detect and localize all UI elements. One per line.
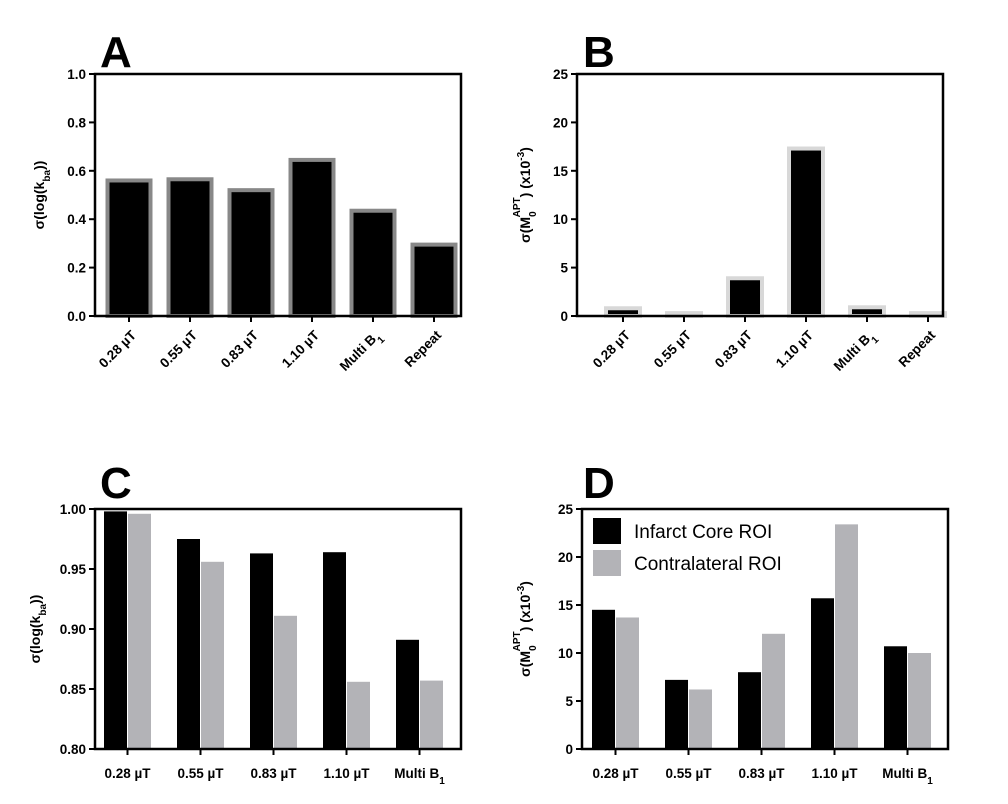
x-tick-label: 1.10 µT [773,327,817,371]
y-tick-label: 5 [565,694,573,709]
x-tick-label: 0.55 µT [665,766,712,781]
plot-frame [93,507,463,751]
y-tick-label: 20 [553,115,568,130]
x-tick-label: 0.83 µT [250,766,297,781]
y-tick-label: 5 [560,261,568,276]
y-axis-label: σ(log(kba)) [31,161,53,230]
bar [349,208,397,318]
bar-infarct-core [884,646,907,749]
y-tick-label: 20 [558,550,573,565]
x-tick-label: 0.83 µT [712,327,756,371]
x-tick-label: 0.55 µT [177,766,224,781]
chart-panel-d: D 0 5 10 15 20 25 σ(M0APT) (x10-3) 0.28 µT 0.55 µ… [512,459,950,787]
x-tick-label: Repeat [896,327,939,370]
plot-frame [580,507,950,751]
bar [227,188,275,318]
bar [288,157,336,318]
y-tick-label: 0 [565,742,573,757]
y-tick-label: 25 [553,67,569,82]
bar-contralateral [128,513,151,749]
bar-infarct-core [592,609,615,749]
x-tick-label: 0.28 µT [592,766,639,781]
bar [410,242,458,318]
legend-swatch [593,550,621,576]
y-axis-label: σ(M0APT) (x10-3) [512,581,539,677]
bar-infarct-core [738,672,761,749]
bar [726,276,764,318]
bar-contralateral [420,680,443,749]
bar-infarct-core [665,679,688,749]
bar-infarct-core [811,598,834,749]
x-tick-label: 1.10 µT [323,766,370,781]
x-tick-label: Multi B1 [337,327,388,378]
y-tick-label: 10 [558,646,573,661]
bar [166,177,214,318]
bar [848,305,886,318]
panel-letter: B [583,28,615,77]
y-tick-label: 15 [553,164,569,179]
plot-frame [93,72,463,318]
x-tick-label: 0.55 µT [651,327,695,371]
panel-letter: D [583,459,615,508]
x-tick-label: 0.83 µT [738,766,785,781]
y-tick-label: 0.85 [60,682,87,697]
bar-infarct-core [177,539,200,749]
y-axis-label: σ(log(kba)) [27,595,49,664]
bar [105,178,153,318]
y-tick-label: 0.6 [67,164,86,179]
bar-contralateral [347,681,370,749]
y-tick-label: 0.8 [67,115,86,130]
x-tick-label: Multi B1 [831,327,882,378]
y-axis-label: σ(M0APT) (x10-3) [512,147,539,243]
plot-frame [575,72,945,318]
chart-panel-a: A 0.0 0.2 0.4 0.6 0.8 1.0 σ(log(kba)) 0.28 µT 0.5… [31,28,463,378]
y-tick-label: 0.0 [67,309,86,324]
x-tick-label: 1.10 µT [811,766,858,781]
bar-contralateral [689,689,712,749]
y-tick-label: 0.2 [67,261,86,276]
bar-contralateral [908,653,931,749]
y-tick-label: 25 [558,502,574,517]
x-tick-label: 0.28 µT [104,766,151,781]
x-tick-label: 0.83 µT [218,327,262,371]
chart-panel-b: B 0 5 10 15 20 25 σ(M0APT) (x10-3) 0.28 µT 0.55 µ… [512,28,947,378]
bar-contralateral [762,633,785,749]
bar-contralateral [835,524,858,749]
bar-contralateral [616,617,639,749]
x-tick-label: 0.28 µT [96,327,140,371]
bar-contralateral [201,561,224,749]
x-tick-label: 1.10 µT [279,327,323,371]
y-tick-label: 0.95 [60,562,87,577]
legend-swatch [593,518,621,544]
chart-panel-c: C 0.80 0.85 0.90 0.95 1.00 σ(log(kba)) 0.28 µT 0… [27,459,463,787]
y-tick-label: 0 [560,309,568,324]
bar [787,146,825,318]
x-tick-label: Multi B1 [394,766,445,787]
y-tick-label: 0.90 [60,622,86,637]
y-tick-label: 0.4 [67,212,86,227]
y-tick-label: 1.00 [60,502,86,517]
x-tick-label: 0.28 µT [590,327,634,371]
x-tick-label: 0.55 µT [157,327,201,371]
bar-infarct-core [250,553,273,749]
legend-label: Contralateral ROI [634,554,782,575]
y-tick-label: 15 [558,598,574,613]
legend-label: Infarct Core ROI [634,522,772,543]
y-tick-label: 0.80 [60,742,86,757]
x-tick-label: Repeat [402,327,445,370]
x-tick-label: Multi B1 [882,766,933,787]
legend: Infarct Core ROI Contralateral ROI [593,518,782,576]
panel-letter: C [100,459,132,508]
y-tick-label: 10 [553,212,568,227]
bar-infarct-core [396,639,419,749]
bar-infarct-core [323,552,346,749]
y-tick-label: 1.0 [67,67,86,82]
bar-contralateral [274,615,297,749]
panel-letter: A [100,28,132,77]
bar-infarct-core [104,511,127,749]
